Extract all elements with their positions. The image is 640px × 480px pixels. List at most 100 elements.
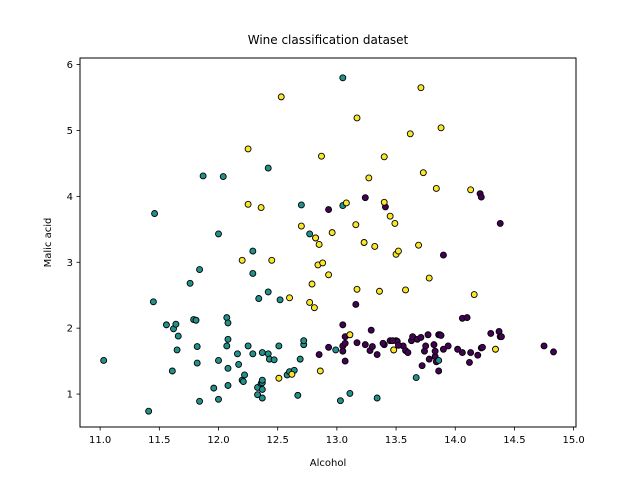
data-point-class-1 bbox=[174, 332, 182, 340]
data-point-class-1 bbox=[300, 337, 308, 345]
data-point-class-2 bbox=[417, 84, 425, 92]
data-point-class-2 bbox=[316, 367, 324, 375]
data-point-class-0 bbox=[315, 351, 323, 358]
data-point-class-1 bbox=[223, 342, 231, 350]
data-point-class-1 bbox=[196, 266, 204, 273]
x-tick-label: 11.5 bbox=[148, 435, 170, 446]
data-point-class-0 bbox=[458, 349, 466, 356]
data-point-class-0 bbox=[368, 343, 376, 351]
data-point-class-0 bbox=[479, 343, 486, 351]
data-point-class-1 bbox=[235, 360, 243, 368]
data-point-class-1 bbox=[241, 371, 248, 379]
data-point-class-2 bbox=[360, 239, 368, 246]
x-tick-label: 12.0 bbox=[207, 435, 229, 446]
data-point-class-2 bbox=[432, 185, 440, 192]
data-point-class-2 bbox=[380, 153, 388, 161]
data-point-class-1 bbox=[412, 374, 420, 382]
data-point-class-0 bbox=[425, 355, 433, 363]
data-point-class-1 bbox=[297, 201, 305, 209]
y-tick-label: 2 bbox=[67, 324, 73, 335]
data-point-class-0 bbox=[404, 349, 412, 356]
data-point-class-0 bbox=[474, 351, 482, 359]
x-tick-label: 13.0 bbox=[326, 435, 348, 446]
data-point-class-2 bbox=[315, 241, 323, 248]
data-point-class-1 bbox=[224, 364, 232, 372]
data-point-class-2 bbox=[406, 130, 414, 138]
data-point-class-1 bbox=[196, 397, 204, 405]
data-point-class-0 bbox=[454, 345, 462, 353]
x-tick-label: 14.0 bbox=[444, 435, 466, 446]
data-point-class-2 bbox=[310, 304, 318, 312]
data-point-class-2 bbox=[437, 124, 445, 132]
data-point-class-0 bbox=[437, 331, 445, 339]
data-point-class-0 bbox=[496, 219, 504, 227]
data-point-class-2 bbox=[325, 271, 333, 279]
data-point-class-1 bbox=[332, 346, 340, 354]
data-point-class-2 bbox=[390, 346, 398, 354]
data-point-class-0 bbox=[463, 314, 471, 322]
x-tick-label: 14.5 bbox=[503, 435, 525, 446]
data-point-class-1 bbox=[258, 385, 266, 393]
y-tick-label: 1 bbox=[67, 390, 73, 401]
data-point-class-1 bbox=[239, 378, 247, 385]
data-point-class-2 bbox=[277, 93, 285, 101]
data-point-class-2 bbox=[353, 285, 361, 293]
data-point-class-0 bbox=[373, 351, 381, 358]
y-axis-ticks: 1 2 3 4 5 6 bbox=[67, 60, 80, 401]
data-point-class-2 bbox=[244, 145, 252, 153]
data-point-class-1 bbox=[270, 356, 278, 364]
data-point-class-1 bbox=[339, 74, 347, 82]
data-point-class-1 bbox=[224, 335, 232, 343]
data-point-class-1 bbox=[258, 349, 266, 356]
data-point-class-2 bbox=[346, 331, 354, 339]
data-point-class-2 bbox=[376, 287, 383, 295]
x-tick-label: 15.0 bbox=[562, 435, 584, 446]
data-point-class-1 bbox=[162, 321, 170, 329]
data-point-class-1 bbox=[224, 382, 232, 389]
data-point-class-2 bbox=[312, 234, 320, 242]
data-point-class-0 bbox=[444, 342, 452, 350]
data-point-class-1 bbox=[193, 343, 201, 351]
data-point-class-0 bbox=[430, 341, 438, 349]
data-point-class-0 bbox=[361, 194, 369, 202]
data-point-class-0 bbox=[341, 357, 349, 365]
data-point-class-0 bbox=[367, 326, 375, 334]
data-point-class-2 bbox=[308, 280, 316, 288]
data-point-class-1 bbox=[193, 359, 201, 367]
data-point-class-1 bbox=[249, 350, 257, 358]
data-point-class-1 bbox=[254, 391, 262, 399]
data-point-class-2 bbox=[380, 198, 388, 206]
chart-title: Wine classification dataset bbox=[248, 33, 409, 47]
data-point-class-1 bbox=[186, 279, 194, 287]
x-tick-label: 12.5 bbox=[267, 435, 289, 446]
data-point-class-1 bbox=[336, 397, 344, 405]
data-point-class-2 bbox=[275, 374, 283, 382]
data-point-class-2 bbox=[365, 174, 373, 182]
data-point-class-0 bbox=[439, 251, 447, 259]
y-axis-label: Malic acid bbox=[43, 218, 54, 268]
data-point-class-1 bbox=[373, 394, 381, 402]
data-point-class-2 bbox=[467, 186, 475, 194]
data-point-class-2 bbox=[394, 247, 402, 255]
data-point-class-0 bbox=[435, 367, 443, 375]
data-point-class-1 bbox=[435, 357, 443, 364]
y-tick-label: 5 bbox=[67, 126, 73, 137]
data-points bbox=[100, 74, 557, 415]
data-point-class-0 bbox=[339, 347, 347, 355]
data-point-class-1 bbox=[258, 394, 266, 402]
data-point-class-2 bbox=[319, 259, 327, 267]
data-point-class-1 bbox=[276, 296, 284, 304]
data-point-class-2 bbox=[402, 286, 409, 294]
x-axis-ticks: 11.0 11.5 12.0 12.5 13.0 13.5 14.0 14.5 15.0 bbox=[89, 427, 585, 446]
data-point-class-0 bbox=[431, 347, 439, 355]
data-point-class-0 bbox=[379, 339, 387, 347]
data-point-class-2 bbox=[328, 229, 336, 237]
data-point-class-2 bbox=[297, 222, 305, 230]
data-point-class-2 bbox=[386, 212, 394, 220]
data-point-class-0 bbox=[467, 349, 475, 356]
data-point-class-2 bbox=[419, 169, 427, 177]
data-point-class-2 bbox=[371, 242, 379, 250]
data-point-class-1 bbox=[168, 367, 176, 375]
data-point-class-1 bbox=[233, 350, 241, 358]
